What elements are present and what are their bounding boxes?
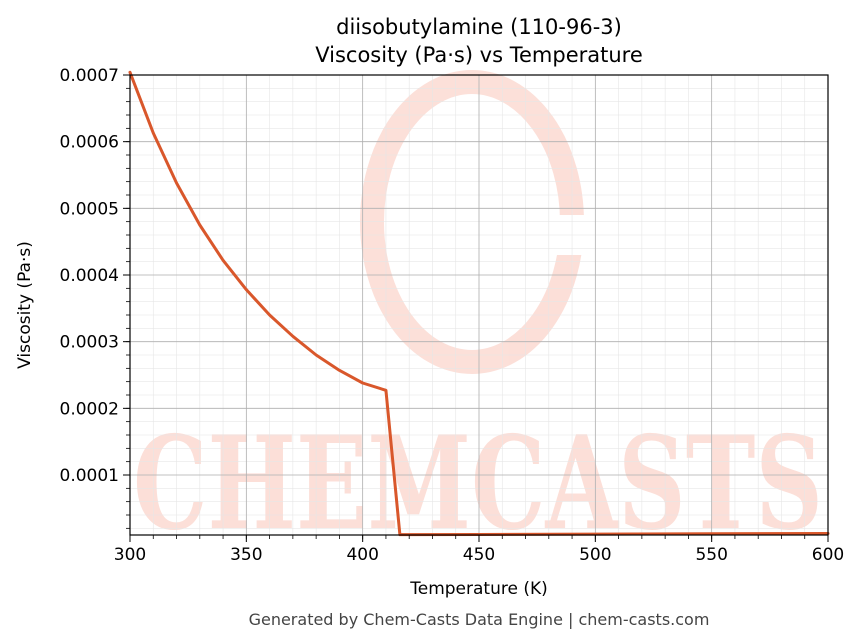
chart-subtitle: Viscosity (Pa·s) vs Temperature: [315, 43, 643, 67]
x-tick-label: 600: [812, 545, 844, 565]
y-tick-label: 0.0004: [60, 266, 119, 286]
x-tick-labels: 300 350 400 450 500 550 600: [114, 545, 844, 565]
y-tick-label: 0.0007: [60, 66, 119, 86]
y-tick-label: 0.0005: [60, 199, 119, 219]
x-tick-label: 350: [230, 545, 262, 565]
chart-title: diisobutylamine (110-96-3): [336, 15, 622, 39]
x-tick-label: 400: [346, 545, 378, 565]
y-tick-label: 0.0002: [60, 399, 119, 419]
x-tick-label: 500: [579, 545, 611, 565]
watermark-logo: CHEMCASTS: [133, 70, 823, 559]
x-tick-label: 300: [114, 545, 146, 565]
x-tick-label: 450: [463, 545, 495, 565]
x-tick-label: 550: [695, 545, 727, 565]
x-axis-label: Temperature (K): [409, 579, 548, 599]
y-tick-label: 0.0001: [60, 466, 119, 486]
footer-credit: Generated by Chem-Casts Data Engine | ch…: [249, 610, 710, 629]
watermark-text: CHEMCASTS: [133, 409, 823, 559]
y-tick-label: 0.0003: [60, 333, 119, 353]
y-tick-label: 0.0006: [60, 133, 119, 153]
axis-ticks: [123, 74, 829, 542]
y-axis-label: Viscosity (Pa·s): [15, 241, 35, 369]
y-tick-labels: 0.0001 0.0002 0.0003 0.0004 0.0005 0.0006 0.00…: [60, 66, 119, 486]
